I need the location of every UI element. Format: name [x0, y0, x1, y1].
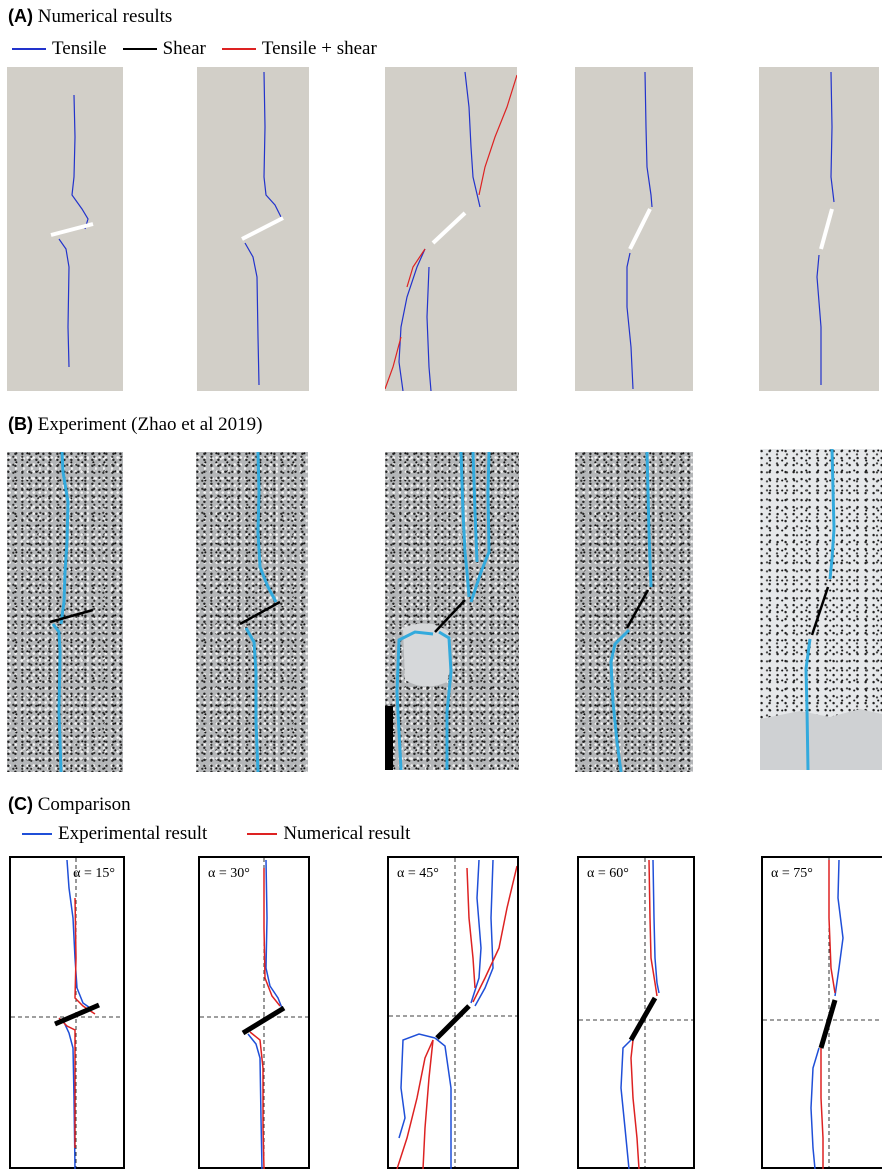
legend-a-tensile: Tensile: [12, 38, 107, 60]
legend-c-experimental: Experimental result: [22, 823, 207, 845]
angle-label-75: α = 75°: [771, 866, 813, 881]
numerical-panel-75: [759, 67, 879, 391]
comparison-panel-30: α = 30°: [198, 856, 310, 1169]
experiment-photo-30: [196, 452, 308, 772]
section-b-letter: (B): [8, 414, 33, 434]
legend-a-shear-label: Shear: [162, 38, 206, 59]
numerical-cracks-75: [816, 71, 835, 385]
legend-c-numerical-swatch: [247, 833, 278, 835]
comparison-plot-30: [200, 858, 308, 1169]
legend-a-tensile-shear-swatch: [221, 48, 256, 50]
angle-label-15: α = 15°: [73, 866, 115, 881]
numerical-cracks-30: [241, 71, 284, 386]
numerical-cracks-15: [50, 94, 94, 368]
experiment-cracks-15: [49, 452, 94, 772]
numerical-panel-60: [575, 67, 693, 391]
section-a-heading: (A) Numerical results: [8, 6, 172, 28]
comparison-panel-45: α = 45°: [387, 856, 519, 1169]
legend-c: Experimental result Numerical result: [22, 823, 426, 845]
experiment-photo-75: [760, 449, 882, 770]
angle-label-30: α = 30°: [208, 866, 250, 881]
comparison-plot-45: [389, 858, 517, 1169]
section-b-title: Experiment (Zhao et al 2019): [37, 414, 263, 435]
section-a-title: Numerical results: [37, 6, 173, 27]
numerical-cracks-60: [626, 71, 653, 390]
experiment-photo-60: [575, 452, 693, 772]
angle-label-60: α = 60°: [587, 866, 629, 881]
comparison-plot-75: [763, 858, 882, 1169]
numerical-panel-30: [197, 67, 309, 391]
legend-a-tensile-shear-label: Tensile + shear: [261, 38, 377, 59]
comparison-panel-75: α = 75°: [761, 856, 882, 1169]
comparison-panel-15: α = 15°: [9, 856, 125, 1169]
legend-c-experimental-label: Experimental result: [58, 823, 208, 844]
comparison-plot-15: [11, 858, 123, 1169]
comparison-plot-60: [579, 858, 693, 1169]
numerical-cracks-45: [385, 71, 517, 391]
section-c-letter: (C): [8, 794, 33, 814]
experiment-cracks-30: [239, 452, 281, 772]
experiment-photo-45: [385, 452, 519, 770]
legend-c-numerical: Numerical result: [247, 823, 410, 845]
legend-c-experimental-swatch: [22, 833, 52, 835]
experiment-cracks-45: [385, 452, 491, 770]
experiment-cracks-60: [609, 452, 653, 772]
experiment-cracks-75: [760, 449, 882, 770]
legend-a-shear-swatch: [122, 48, 157, 50]
legend-c-numerical-label: Numerical result: [283, 823, 411, 844]
legend-a: Tensile Shear Tensile + shear: [12, 38, 393, 60]
section-c-title: Comparison: [37, 794, 131, 815]
experiment-photo-15: [7, 452, 123, 772]
legend-a-shear: Shear: [122, 38, 206, 60]
numerical-panel-45: [385, 67, 517, 391]
legend-a-tensile-label: Tensile: [52, 38, 107, 59]
numerical-panel-15: [7, 67, 123, 391]
legend-a-tensile-shear: Tensile + shear: [221, 38, 377, 60]
section-a-letter: (A): [8, 6, 33, 26]
section-b-heading: (B) Experiment (Zhao et al 2019): [8, 414, 263, 436]
comparison-panel-60: α = 60°: [577, 856, 695, 1169]
section-c-heading: (C) Comparison: [8, 794, 131, 816]
angle-label-45: α = 45°: [397, 866, 439, 881]
legend-a-tensile-swatch: [12, 48, 46, 50]
